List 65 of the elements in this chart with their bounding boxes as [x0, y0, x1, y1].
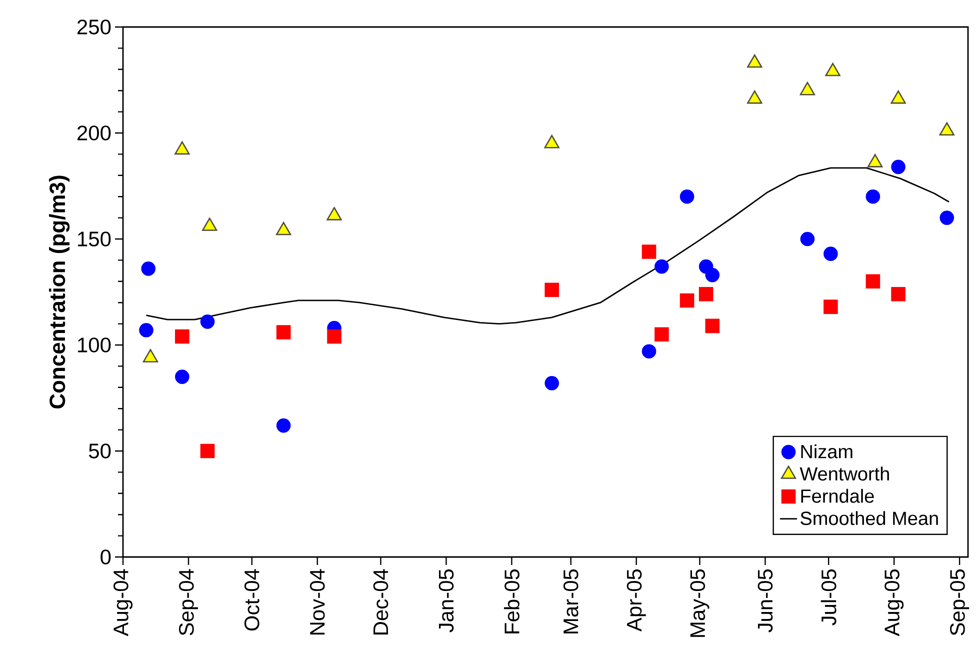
- y-tick-label: 100: [78, 338, 111, 352]
- point: [642, 344, 656, 359]
- x-tick-label: Nov-04: [310, 569, 325, 634]
- point: [698, 286, 714, 302]
- point: [544, 134, 560, 148]
- point: [891, 286, 906, 302]
- y-tick-label: 250: [78, 20, 111, 34]
- y-tick-label: 50: [88, 444, 111, 458]
- legend-label: Smoothed Mean: [800, 511, 938, 526]
- point: [544, 376, 559, 390]
- point: [866, 274, 880, 289]
- y-tick-label: 200: [78, 126, 111, 140]
- point: [866, 189, 880, 204]
- point: [326, 207, 342, 220]
- point: [824, 246, 838, 261]
- point: [747, 54, 762, 68]
- point: [940, 210, 954, 225]
- point: [544, 282, 559, 298]
- point: [890, 90, 906, 104]
- point: [654, 327, 669, 342]
- point: [654, 259, 669, 274]
- point: [175, 329, 190, 344]
- point: [642, 244, 656, 259]
- point: [141, 262, 156, 276]
- x-tick-label: Mar-05: [563, 569, 578, 634]
- point: [139, 323, 154, 338]
- x-tick-label: Oct-04: [244, 569, 260, 631]
- x-tick-label: Jun-05: [758, 569, 773, 632]
- point: [705, 318, 720, 334]
- point: [200, 444, 215, 458]
- x-tick-label: Aug-05: [884, 569, 904, 636]
- point: [939, 122, 954, 136]
- x-tick-label: Jul-05: [820, 569, 836, 626]
- x-tick-label: Sep-04: [178, 569, 198, 636]
- legend-label: Wentworth: [800, 466, 889, 481]
- x-tick-label: Feb-05: [504, 569, 520, 634]
- y-axis-title: Concentration (pg/m3): [49, 176, 70, 408]
- point: [825, 62, 840, 76]
- point: [824, 300, 838, 314]
- y-tick-label: 150: [78, 232, 111, 246]
- point: [174, 141, 190, 155]
- point: [276, 222, 292, 236]
- point: [680, 189, 694, 204]
- x-tick-label: Apr-05: [626, 569, 646, 632]
- point: [276, 325, 291, 340]
- point: [327, 329, 342, 344]
- legend-label: Nizam: [801, 444, 852, 458]
- point: [867, 154, 883, 168]
- point: [202, 218, 218, 231]
- x-tick-label: May-05: [690, 569, 710, 637]
- point: [680, 293, 694, 308]
- point: [747, 90, 762, 104]
- point: [175, 370, 190, 384]
- y-tick-label: 0: [100, 550, 111, 564]
- point: [200, 314, 215, 329]
- x-tick-label: Aug-04: [114, 569, 133, 636]
- point: [800, 232, 815, 246]
- point: [891, 160, 906, 174]
- x-tick-label: Jan-05: [438, 569, 454, 632]
- x-tick-label: Sep-05: [950, 569, 970, 636]
- point: [800, 82, 816, 96]
- x-tick-label: Dec-04: [373, 569, 388, 634]
- point: [705, 268, 720, 282]
- point: [276, 418, 291, 433]
- legend-label: Ferndale: [801, 488, 874, 503]
